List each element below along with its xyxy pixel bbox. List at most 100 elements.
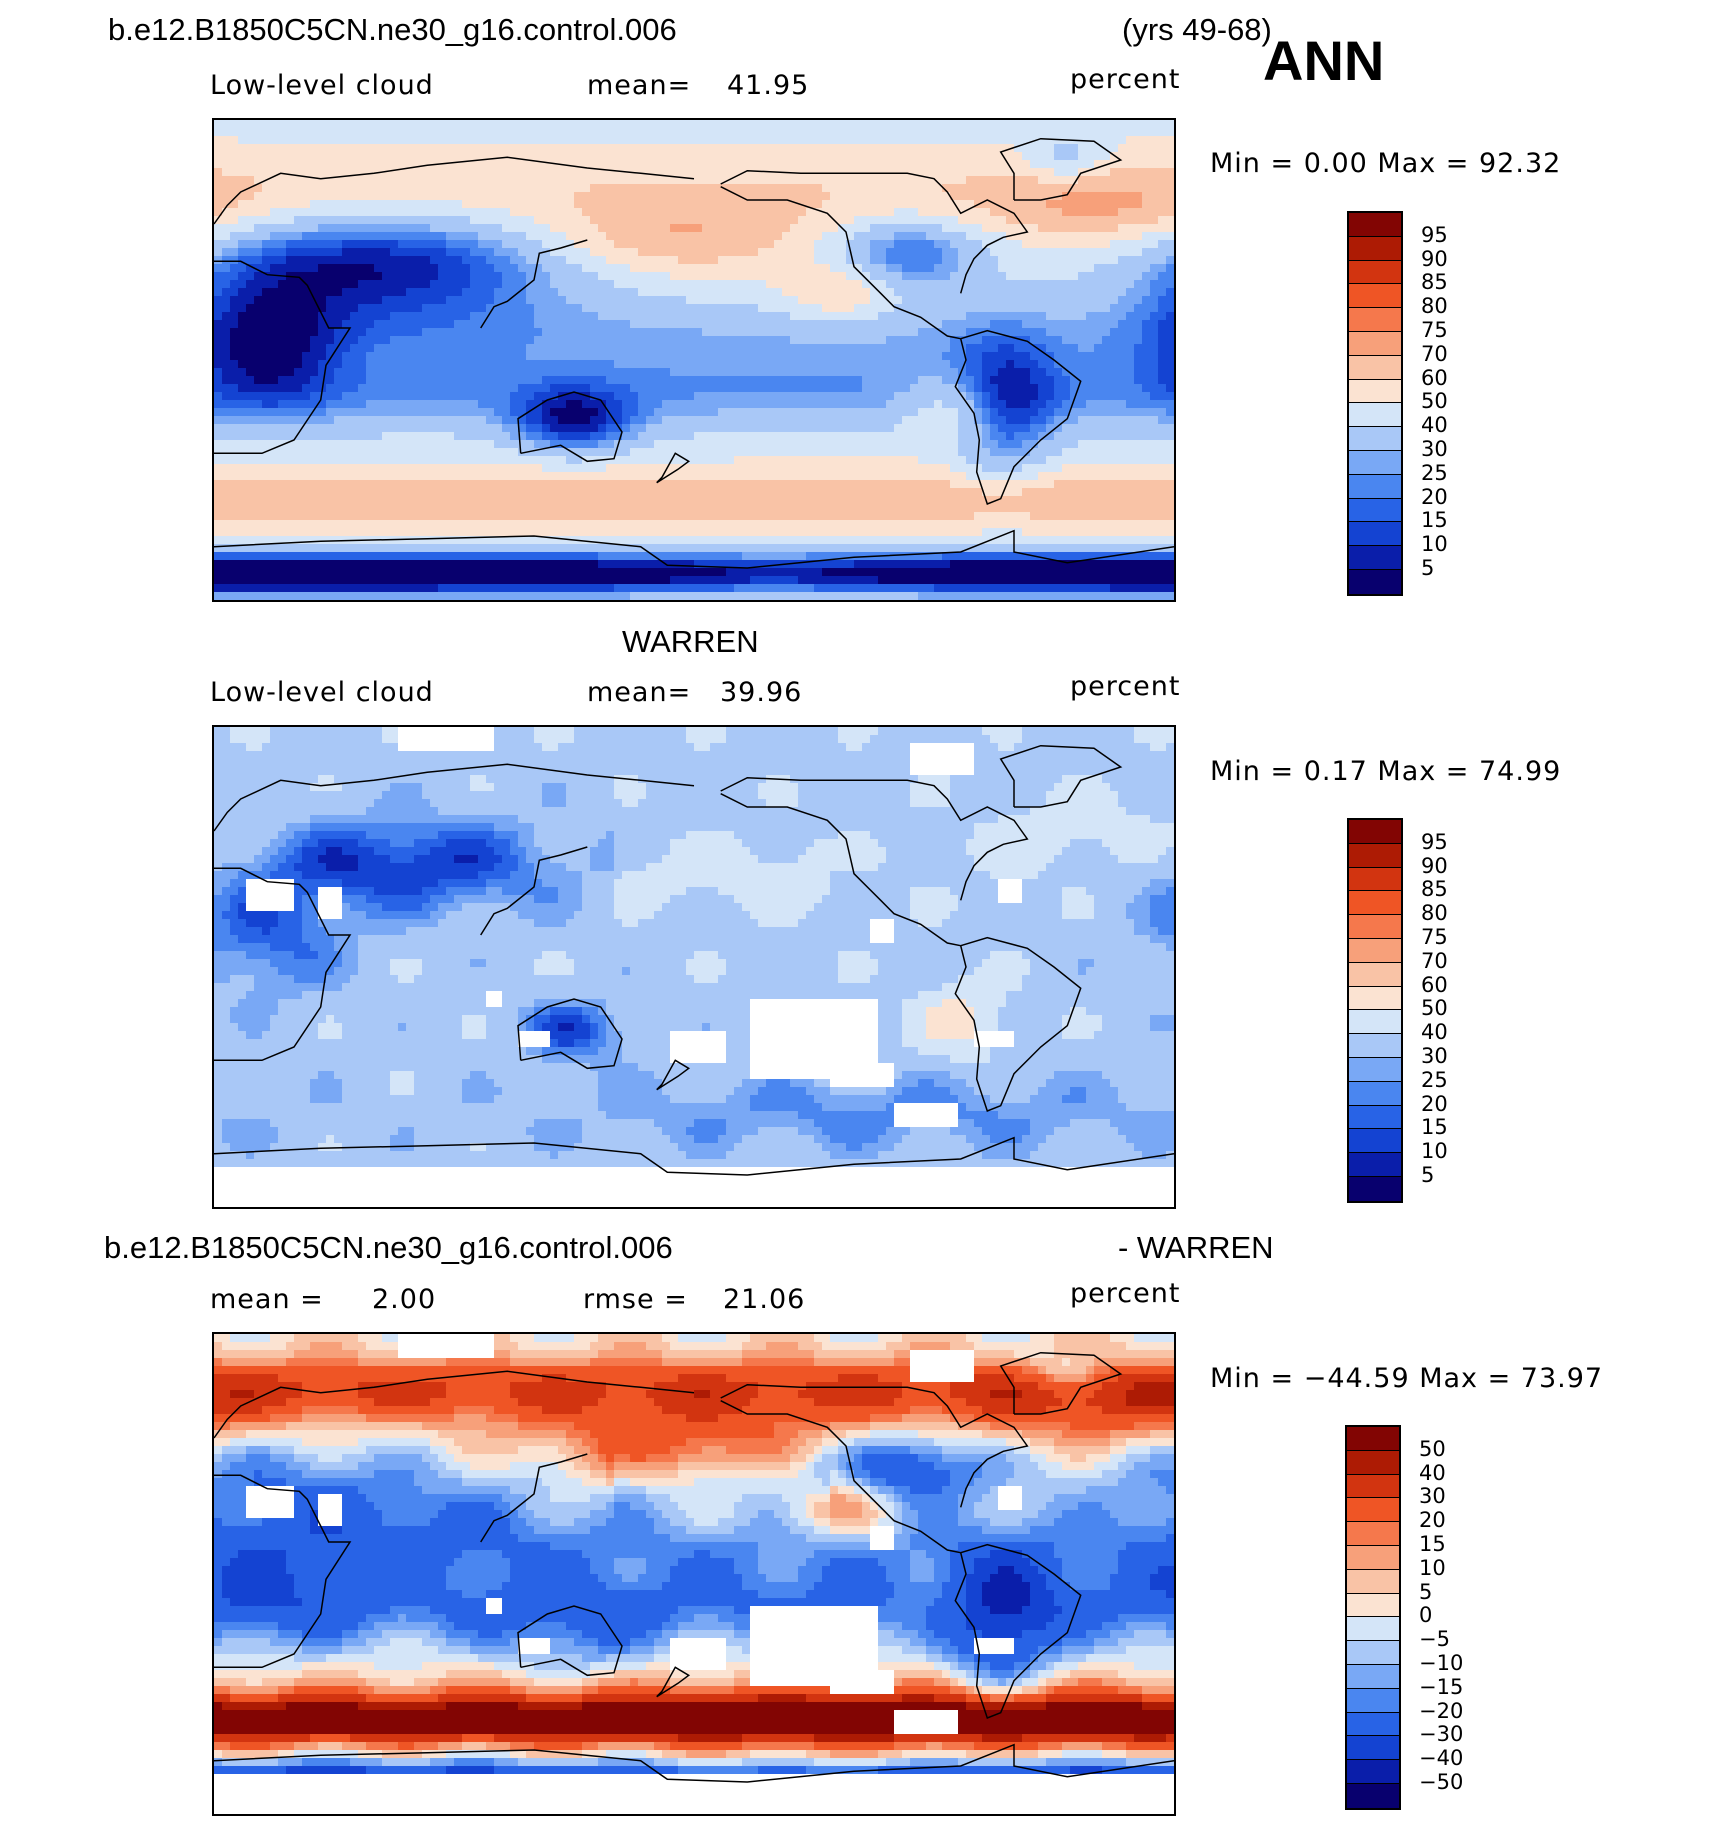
- map-cell: [574, 296, 583, 305]
- map-cell: [510, 400, 519, 409]
- map-cell: [246, 296, 255, 305]
- map-cell: [414, 304, 423, 313]
- map-cell: [1118, 368, 1127, 377]
- map-cell: [438, 376, 447, 385]
- map-cell: [494, 288, 503, 297]
- map-cell: [1158, 328, 1167, 337]
- map-cell: [926, 432, 935, 441]
- map-cell: [942, 224, 951, 233]
- map-cell: [1070, 208, 1079, 217]
- map-cell: [406, 160, 415, 169]
- map-cell: [1166, 384, 1174, 393]
- map-cell: [998, 248, 1007, 257]
- map-cell: [294, 416, 303, 425]
- map-cell: [558, 280, 567, 289]
- map-cell: [918, 320, 927, 329]
- map-cell: [702, 392, 711, 401]
- map-cell: [678, 312, 687, 321]
- map-cell: [782, 312, 791, 321]
- map-cell: [246, 288, 255, 297]
- map-cell: [462, 136, 471, 145]
- map-cell: [966, 432, 975, 441]
- map-cell: [1014, 160, 1023, 169]
- map-cell: [678, 352, 687, 361]
- map-cell: [702, 416, 711, 425]
- map-cell: [1158, 120, 1167, 129]
- map-cell: [446, 160, 455, 169]
- map-cell: [726, 320, 735, 329]
- map-cell: [270, 432, 279, 441]
- map-cell: [406, 184, 415, 193]
- map-cell: [854, 416, 863, 425]
- map-cell: [598, 296, 607, 305]
- map-cell: [534, 160, 543, 169]
- map-cell: [702, 160, 711, 169]
- map-cell: [1086, 160, 1095, 169]
- map-cell: [1134, 200, 1143, 209]
- map-cell: [430, 120, 439, 129]
- map-cell: [510, 408, 519, 417]
- map-cell: [262, 416, 271, 425]
- map-cell: [846, 440, 855, 449]
- map-cell: [558, 272, 567, 281]
- map-cell: [622, 280, 631, 289]
- map-cell: [1014, 200, 1023, 209]
- map-cell: [550, 368, 559, 377]
- map-cell: [1078, 240, 1087, 249]
- map-cell: [966, 216, 975, 225]
- map-cell: [494, 280, 503, 289]
- map-cell: [574, 424, 583, 433]
- map-cell: [318, 408, 327, 417]
- map-cell: [790, 208, 799, 217]
- map-cell: [598, 176, 607, 185]
- map-cell: [486, 320, 495, 329]
- map-cell: [414, 432, 423, 441]
- map-cell: [942, 352, 951, 361]
- map-cell: [382, 144, 391, 153]
- map-cell: [582, 160, 591, 169]
- map-cell: [622, 424, 631, 433]
- map-cell: [574, 248, 583, 257]
- map-cell: [1078, 352, 1087, 361]
- map-cell: [726, 384, 735, 393]
- map-cell: [1150, 384, 1159, 393]
- map-cell: [1166, 128, 1174, 137]
- map-cell: [670, 344, 679, 353]
- map-cell: [518, 408, 527, 417]
- map-cell: [582, 304, 591, 313]
- map-cell: [550, 208, 559, 217]
- map-cell: [438, 288, 447, 297]
- map-cell: [710, 176, 719, 185]
- map-cell: [342, 336, 351, 345]
- map-cell: [1070, 352, 1079, 361]
- map-cell: [414, 160, 423, 169]
- map-cell: [870, 152, 879, 161]
- map-cell: [430, 312, 439, 321]
- map-cell: [854, 176, 863, 185]
- map-cell: [598, 128, 607, 137]
- map-cell: [870, 200, 879, 209]
- map-cell: [446, 136, 455, 145]
- map-cell: [950, 192, 959, 201]
- map-cell: [318, 256, 327, 265]
- map-cell: [750, 264, 759, 273]
- map-cell: [830, 312, 839, 321]
- map-cell: [854, 296, 863, 305]
- map-cell: [998, 152, 1007, 161]
- map-cell: [1134, 400, 1143, 409]
- map-cell: [614, 120, 623, 129]
- map-cell: [902, 288, 911, 297]
- map-cell: [518, 376, 527, 385]
- map-cell: [1150, 136, 1159, 145]
- map-cell: [750, 152, 759, 161]
- map-cell: [254, 176, 263, 185]
- map-cell: [758, 448, 767, 457]
- map-cell: [774, 240, 783, 249]
- map-cell: [742, 440, 751, 449]
- map-cell: [494, 336, 503, 345]
- map-cell: [742, 216, 751, 225]
- map-cell: [302, 304, 311, 313]
- map-cell: [1086, 368, 1095, 377]
- map-cell: [598, 352, 607, 361]
- map-cell: [886, 232, 895, 241]
